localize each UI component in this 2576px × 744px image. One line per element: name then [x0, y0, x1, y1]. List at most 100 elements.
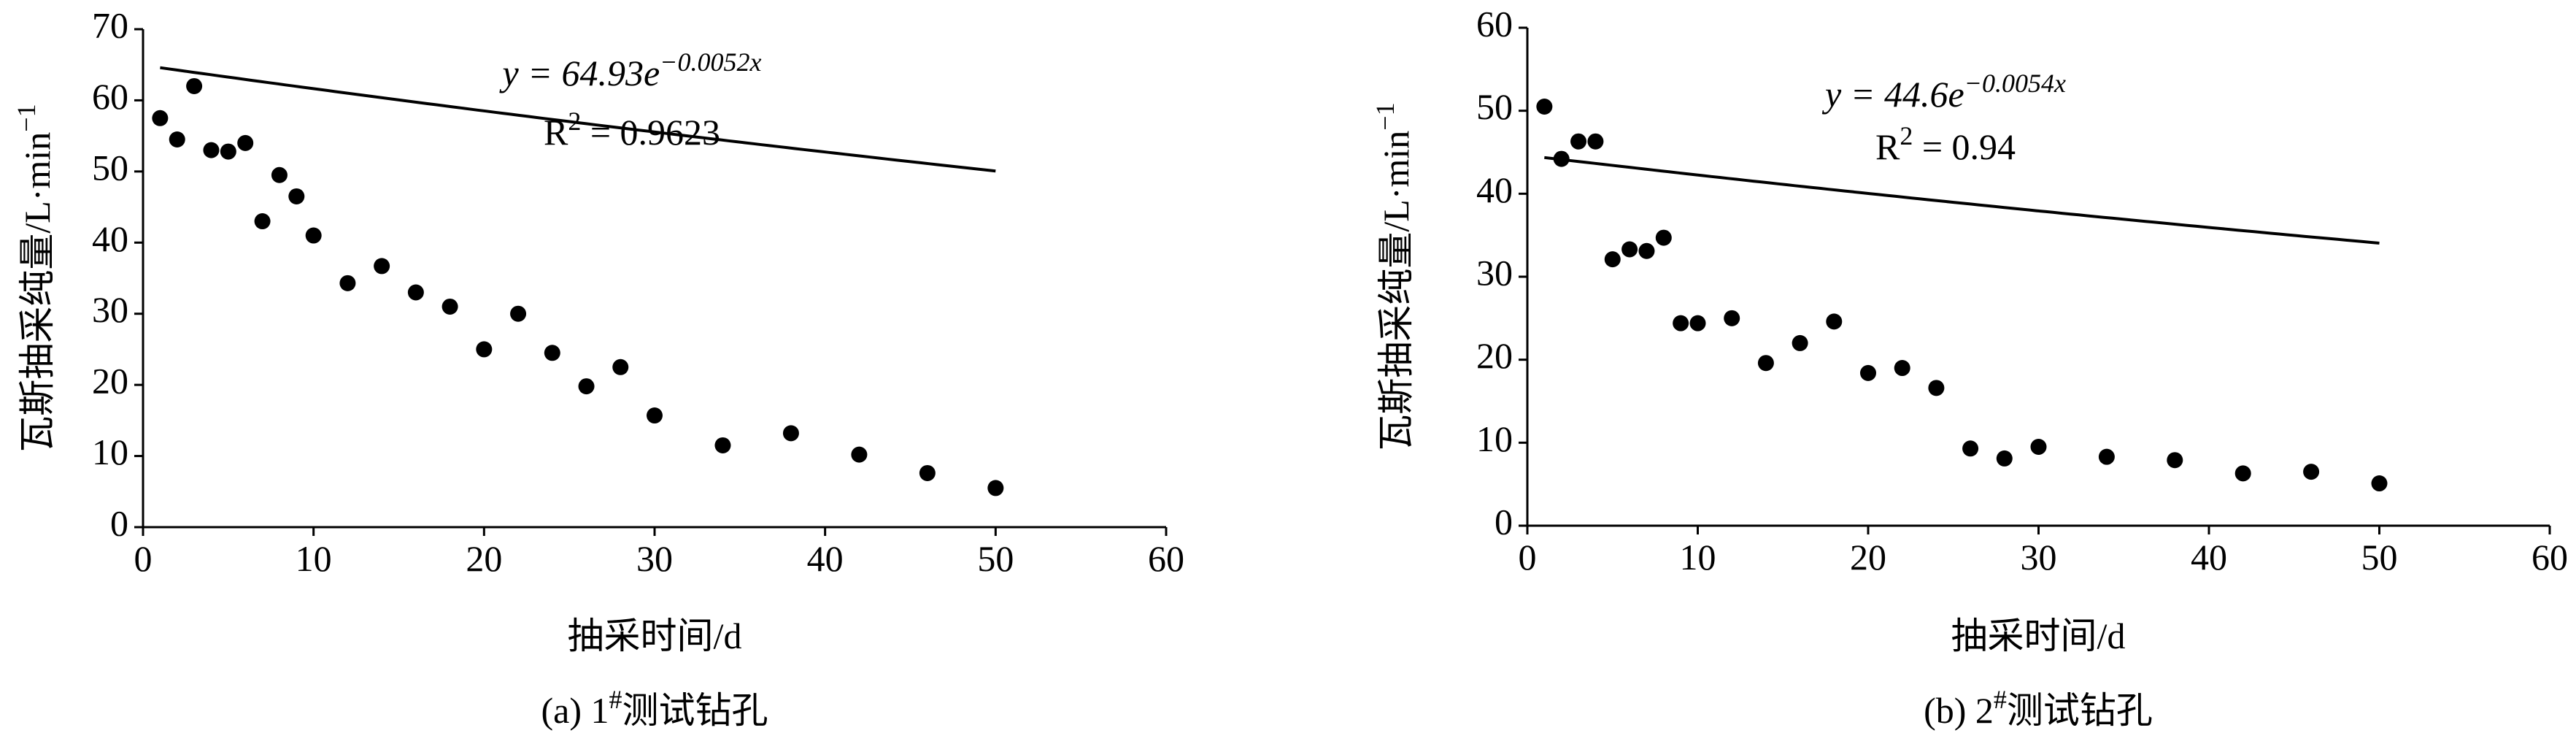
data-point — [237, 134, 254, 151]
y-tick-label: 0 — [110, 502, 128, 543]
caption-part: 测试钻孔 — [2007, 690, 2153, 731]
x-tick-label: 10 — [296, 538, 332, 579]
y-axis-title-sup: −1 — [12, 104, 41, 131]
caption-part: (a) 1 — [541, 690, 609, 731]
data-point — [612, 358, 629, 375]
data-point — [1553, 150, 1570, 167]
y-tick-label: 60 — [92, 76, 128, 117]
y-tick-label: 10 — [92, 432, 128, 472]
data-point — [186, 77, 203, 94]
y-tick-label: 50 — [1476, 86, 1513, 127]
data-point — [1604, 251, 1621, 268]
data-point — [851, 446, 868, 463]
data-point — [714, 437, 731, 453]
data-point — [203, 142, 220, 158]
data-point — [1570, 133, 1587, 150]
caption-sup: # — [1994, 685, 2007, 714]
data-point — [152, 110, 169, 126]
x-tick-label: 0 — [1519, 537, 1537, 578]
data-point — [1536, 98, 1553, 115]
data-point — [1757, 355, 1774, 372]
y-axis-title-sup: −1 — [1370, 102, 1400, 130]
y-tick-label: 0 — [1495, 501, 1513, 542]
data-point — [1655, 229, 1672, 246]
caption-part: 测试钻孔 — [622, 690, 768, 731]
x-tick-label: 50 — [2361, 537, 2398, 578]
data-point — [1724, 310, 1740, 326]
y-tick-label: 20 — [92, 361, 128, 402]
data-point — [2303, 464, 2320, 480]
x-tick-label: 50 — [977, 538, 1014, 579]
data-point — [220, 143, 236, 160]
data-point — [1621, 241, 1638, 258]
data-point — [510, 305, 527, 322]
caption-part: (b) 2 — [1924, 690, 1994, 731]
x-tick-label: 20 — [466, 538, 502, 579]
y-tick-label: 40 — [1476, 169, 1513, 210]
r-squared: R2 = 0.9623 — [544, 107, 720, 153]
data-point — [544, 345, 560, 361]
caption: (b) 2#测试钻孔 — [1924, 685, 2153, 731]
equation-sup: −0.0054x — [1964, 69, 2066, 98]
data-point — [2234, 465, 2251, 482]
y-tick-label: 60 — [1476, 3, 1513, 44]
x-tick-label: 0 — [134, 538, 153, 579]
y-tick-label: 30 — [1476, 252, 1513, 293]
r-squared-sup: 2 — [1900, 121, 1913, 150]
data-point — [441, 298, 458, 315]
y-axis-title-part: 瓦斯抽采纯量/L·min — [1376, 131, 1416, 451]
data-point — [169, 131, 185, 148]
data-point — [1638, 242, 1655, 259]
data-point — [1894, 360, 1910, 377]
caption: (a) 1#测试钻孔 — [541, 685, 768, 731]
r-squared-sup: 2 — [568, 107, 581, 136]
data-point — [1826, 313, 1843, 330]
x-axis-title: 抽采时间/d — [1951, 615, 2126, 656]
data-point — [2098, 448, 2115, 465]
data-point — [2371, 475, 2388, 492]
data-point — [2030, 439, 2047, 456]
data-point — [1928, 380, 1945, 396]
data-point — [647, 407, 663, 424]
data-point — [578, 378, 595, 395]
data-point — [288, 188, 305, 204]
caption-sup: # — [609, 685, 622, 714]
data-point — [1860, 364, 1876, 381]
data-point — [271, 166, 288, 183]
equation: y = 44.6e−0.0054x — [1821, 69, 2066, 115]
equation-sup: −0.0052x — [660, 47, 761, 77]
y-tick-label: 20 — [1476, 335, 1513, 376]
data-point — [1689, 315, 1706, 331]
y-axis-title: 瓦斯抽采纯量/L·min−1 — [12, 104, 58, 452]
y-axis-title-part: 瓦斯抽采纯量/L·min — [17, 132, 58, 453]
x-tick-label: 60 — [2531, 537, 2568, 578]
data-point — [407, 284, 424, 301]
data-point — [1962, 440, 1979, 457]
y-tick-label: 70 — [92, 4, 128, 45]
y-tick-label: 30 — [92, 289, 128, 330]
r-squared-part: = 0.94 — [1913, 126, 2016, 167]
data-point — [919, 464, 936, 481]
data-point — [1587, 133, 1604, 150]
r-squared-part: R — [1875, 126, 1900, 167]
data-point — [1673, 315, 1689, 331]
data-point — [782, 425, 799, 442]
x-tick-label: 30 — [2021, 537, 2057, 578]
x-tick-label: 60 — [1148, 538, 1184, 579]
data-point — [374, 258, 390, 275]
x-tick-label: 40 — [807, 538, 844, 579]
x-tick-label: 10 — [1680, 537, 1716, 578]
x-tick-label: 30 — [636, 538, 673, 579]
trendline — [160, 66, 996, 173]
trendline — [1544, 156, 2380, 245]
data-point — [1996, 450, 2013, 467]
x-tick-label: 40 — [2191, 537, 2227, 578]
r-squared-part: = 0.9623 — [581, 112, 720, 153]
data-point — [254, 213, 271, 230]
x-axis-title: 抽采时间/d — [568, 615, 742, 656]
r-squared-part: R — [544, 112, 568, 153]
equation-part: y = 64.93e — [499, 53, 660, 93]
y-tick-label: 10 — [1476, 418, 1513, 459]
data-point — [305, 227, 322, 244]
